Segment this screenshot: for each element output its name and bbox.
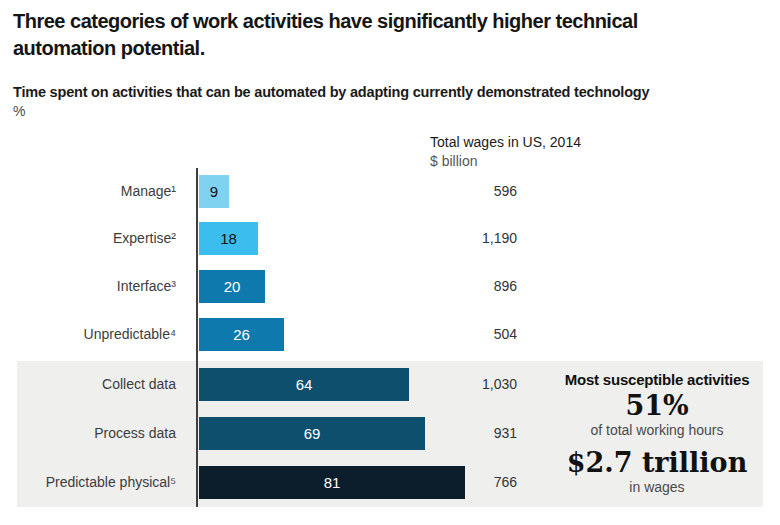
category-label: Predictable physical⁵ <box>0 466 176 499</box>
bar: 20 <box>199 270 265 303</box>
chart-row: Expertise² 18 1,190 <box>0 222 780 255</box>
bar-value-label: 9 <box>210 183 218 200</box>
highlight-panel: Most susceptible activities 51% of total… <box>552 371 762 496</box>
category-label: Interface³ <box>0 270 176 303</box>
highlight-heading: Most susceptible activities <box>552 371 762 388</box>
bar-value-label: 81 <box>324 474 341 491</box>
wages-column-title: Total wages in US, 2014 <box>430 133 581 152</box>
chart-subtitle: Time spent on activities that can be aut… <box>13 84 773 100</box>
bar: 26 <box>199 318 284 351</box>
bar: 69 <box>199 417 425 450</box>
chart-row: Manage¹ 9 596 <box>0 175 780 208</box>
bar-value-label: 18 <box>220 230 237 247</box>
category-label: Unpredictable⁴ <box>0 318 176 351</box>
bar: 18 <box>199 222 258 255</box>
wage-value: 596 <box>437 175 517 208</box>
wage-value: 766 <box>437 466 517 499</box>
stat-wages-label: in wages <box>552 478 762 496</box>
wages-column-header: Total wages in US, 2014 $ billion <box>430 133 581 171</box>
chart-row: Unpredictable⁴ 26 504 <box>0 318 780 351</box>
wage-value: 504 <box>437 318 517 351</box>
bar: 81 <box>199 466 465 499</box>
bar: 64 <box>199 368 409 401</box>
wage-value: 896 <box>437 270 517 303</box>
wage-value: 931 <box>437 417 517 450</box>
bar-value-label: 64 <box>296 376 313 393</box>
category-label: Manage¹ <box>0 175 176 208</box>
chart-row: Interface³ 20 896 <box>0 270 780 303</box>
bar: 9 <box>199 175 229 208</box>
bar-value-label: 20 <box>224 278 241 295</box>
category-label: Expertise² <box>0 222 176 255</box>
bar-value-label: 69 <box>304 425 321 442</box>
page-title: Three categories of work activities have… <box>13 8 713 62</box>
unit-label: % <box>13 103 25 119</box>
wage-value: 1,190 <box>437 222 517 255</box>
wage-value: 1,030 <box>437 368 517 401</box>
chart-figure: Three categories of work activities have… <box>0 0 780 525</box>
category-label: Collect data <box>0 368 176 401</box>
wages-column-unit: $ billion <box>430 152 581 171</box>
stat-hours-label: of total working hours <box>552 421 762 439</box>
bar-value-label: 26 <box>233 326 250 343</box>
stat-hours-value: 51% <box>552 391 762 421</box>
category-label: Process data <box>0 417 176 450</box>
stat-wages-value: $2.7 trillion <box>552 448 762 478</box>
